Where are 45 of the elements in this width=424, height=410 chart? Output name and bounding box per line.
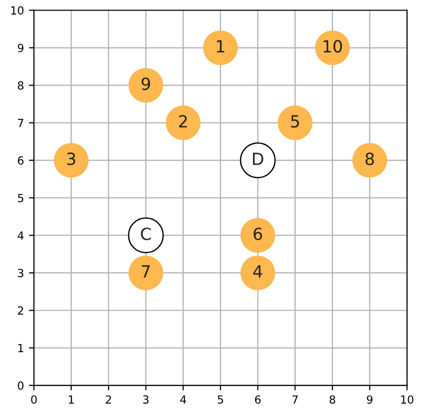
annotation: D <box>253 152 264 165</box>
point <box>128 68 164 103</box>
point <box>240 142 276 178</box>
point <box>352 143 388 178</box>
annotation: 8 <box>366 152 374 166</box>
y-tick-label: 4 <box>18 231 24 240</box>
point <box>240 256 276 290</box>
x-tick-label: 7 <box>292 395 298 404</box>
annotation: 6 <box>254 228 262 240</box>
y-tick-label: 7 <box>18 118 24 128</box>
x-tick-label: 10 <box>401 395 414 404</box>
x-tick-label: 3 <box>143 395 148 404</box>
annotation: 4 <box>253 265 262 278</box>
annotation: 5 <box>291 115 299 128</box>
y-tick-label: 8 <box>18 81 24 90</box>
y-tick-label: 9 <box>18 44 24 52</box>
annotation: 7 <box>142 265 150 278</box>
annotation: 3 <box>67 152 76 166</box>
point <box>166 106 200 140</box>
x-tick-label: 9 <box>366 395 372 404</box>
y-tick-label: 6 <box>18 156 24 165</box>
x-tick-label: 1 <box>68 395 74 404</box>
annotation: 1 <box>217 40 224 52</box>
x-tick-label: 4 <box>180 395 186 404</box>
point <box>128 256 164 290</box>
annotation: 2 <box>179 115 187 128</box>
x-tick-label: 5 <box>218 395 224 404</box>
x-tick-label: 8 <box>330 395 336 404</box>
y-tick-label: 1 <box>18 344 24 352</box>
annotation: 10 <box>324 40 342 53</box>
x-tick-label: 6 <box>255 395 261 404</box>
annotation: C <box>140 228 151 240</box>
annotation: 9 <box>142 78 150 90</box>
y-tick-label: 5 <box>18 194 24 202</box>
y-tick-label: 3 <box>18 268 24 278</box>
x-tick-label: 0 <box>31 395 37 404</box>
y-tick-label: 10 <box>11 6 24 15</box>
x-tick-label: 2 <box>106 395 111 404</box>
y-tick-label: 2 <box>18 306 24 315</box>
y-tick-label: 0 <box>18 381 24 390</box>
point <box>278 106 312 140</box>
point <box>54 143 89 178</box>
point <box>240 218 276 253</box>
point <box>203 30 238 66</box>
point <box>128 217 164 254</box>
